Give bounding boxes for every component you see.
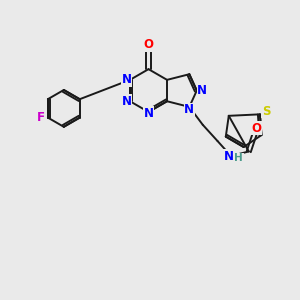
Text: N: N	[143, 107, 154, 120]
Text: O: O	[143, 38, 154, 51]
Text: H: H	[234, 153, 243, 163]
Text: N: N	[122, 74, 131, 86]
Text: N: N	[197, 84, 207, 97]
Text: N: N	[184, 103, 194, 116]
Text: S: S	[262, 105, 270, 118]
Text: N: N	[122, 95, 131, 108]
Text: N: N	[224, 150, 234, 163]
Text: O: O	[251, 122, 261, 135]
Text: F: F	[37, 111, 45, 124]
